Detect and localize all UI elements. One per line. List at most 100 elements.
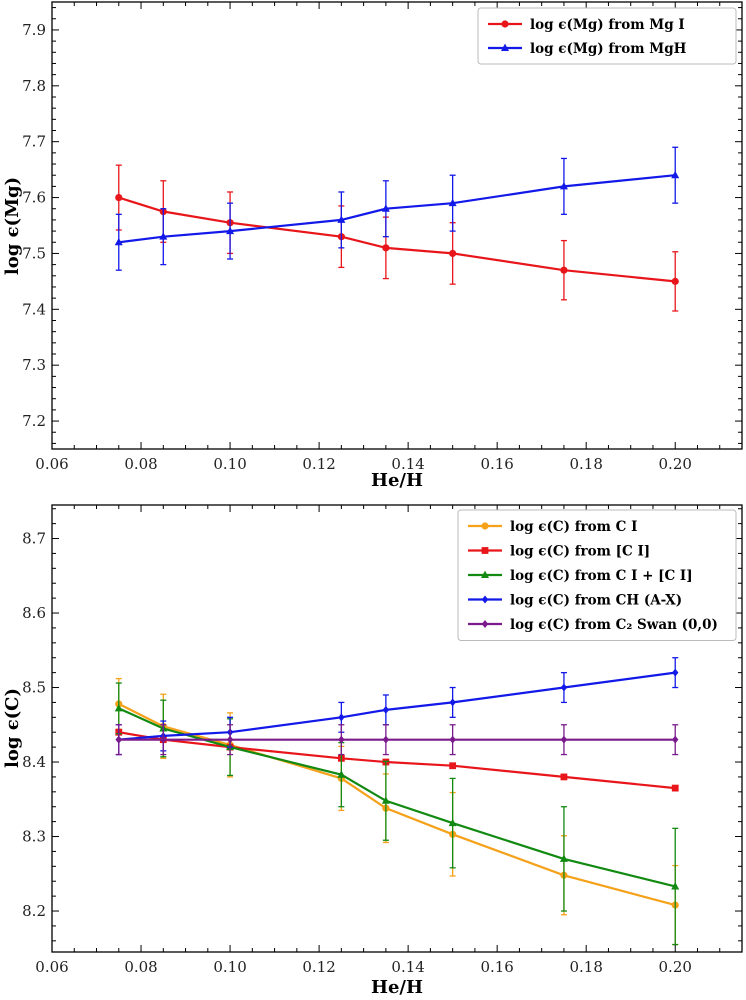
x-tick-label: 0.10 [213, 958, 246, 976]
data-point [671, 882, 680, 890]
legend-label: log ϵ(C) from [C I] [510, 544, 650, 560]
panel-mg: 0.06 0.08 0.10 0.12 0.14 0.16 0.18 0.20 7.2 7.3 7.… [2, 1, 743, 491]
legend-item: log ϵ(C) from [C I] [468, 544, 650, 560]
x-tick-label: 0.06 [35, 958, 68, 976]
data-point [671, 277, 679, 285]
y-tick-label: 7.5 [22, 244, 46, 262]
y-tick-label: 8.3 [22, 828, 46, 846]
y-tick-label: 8.6 [22, 604, 46, 622]
series-line [118, 671, 676, 741]
legend-item: log ϵ(C) from C I [468, 519, 637, 535]
legend-label: log ϵ(Mg) from Mg I [530, 17, 685, 33]
y-tick-label: 7.9 [22, 21, 46, 39]
data-point [560, 773, 568, 781]
data-point [449, 698, 456, 707]
legend-marker [501, 43, 509, 51]
y-tick-label: 7.6 [22, 189, 46, 207]
data-point [560, 735, 568, 744]
x-tick-label: 0.20 [659, 455, 692, 473]
legend-box [457, 509, 737, 641]
y-axis-label: log ϵ(Mg) [2, 177, 23, 275]
y-tick-label: 7.4 [22, 300, 46, 318]
data-point [382, 705, 390, 714]
data-point [448, 818, 457, 827]
x-tick-label: 0.16 [480, 958, 513, 976]
legend-marker [481, 522, 489, 530]
data-point [559, 854, 568, 862]
data-point [159, 232, 168, 240]
legend-item: log ϵ(C) from CH (A-X) [468, 593, 682, 609]
series-1 [115, 164, 679, 312]
data-point [114, 703, 123, 712]
series-line [118, 707, 676, 888]
data-point [115, 193, 123, 202]
panel-c: 0.06 0.08 0.10 0.12 0.14 0.16 0.18 0.20 8.2 8.3 8.… [2, 504, 743, 998]
data-point [671, 784, 679, 792]
x-axis-label: He/H [371, 470, 423, 491]
series-line [118, 174, 676, 244]
data-point [337, 215, 346, 223]
data-point [381, 796, 390, 804]
legend-label: log ϵ(C) from C I [510, 519, 637, 535]
legend-box [477, 7, 737, 65]
data-point [160, 735, 167, 744]
legend-marker [481, 547, 489, 554]
series-3 [114, 682, 680, 946]
data-point [114, 237, 123, 246]
data-point [559, 181, 568, 190]
data-point [337, 770, 346, 778]
legend-label: log ϵ(C) from C₂ Swan (0,0) [510, 617, 718, 633]
data-point [115, 735, 122, 744]
data-point [448, 198, 457, 207]
y-tick-label: 8.2 [22, 902, 46, 920]
x-tick-label: 0.16 [480, 455, 513, 473]
x-tick-label: 0.18 [569, 455, 602, 473]
data-point [672, 668, 679, 677]
data-point [560, 683, 568, 692]
data-point [560, 266, 568, 274]
data-point [382, 735, 390, 744]
legend: log ϵ(C) from C I log ϵ(C) from [C I] log … [457, 509, 737, 641]
data-point [226, 735, 234, 744]
data-point [381, 204, 390, 212]
data-point [338, 713, 345, 722]
data-point [382, 244, 390, 252]
legend-item: log ϵ(C) from C I + [C I] [468, 568, 693, 584]
legend-marker [501, 20, 509, 28]
y-tick-label: 8.7 [22, 530, 46, 548]
data-point [672, 735, 679, 744]
series-line [118, 196, 676, 283]
plot-frame [51, 1, 743, 450]
y-tick-label: 7.7 [22, 133, 46, 151]
x-tick-label: 0.08 [124, 958, 157, 976]
x-tick-label: 0.10 [213, 455, 246, 473]
legend-label: log ϵ(C) from C I + [C I] [510, 568, 693, 584]
legend-item: log ϵ(C) from C₂ Swan (0,0) [468, 617, 718, 633]
series-5 [115, 724, 679, 756]
legend-item: log ϵ(Mg) from MgH [488, 41, 687, 57]
data-point [449, 249, 457, 258]
legend: log ϵ(Mg) from Mg I log ϵ(Mg) from MgH [477, 7, 737, 65]
plot-frame [51, 504, 743, 953]
x-axis-label: He/H [371, 977, 423, 998]
y-tick-label: 7.2 [22, 412, 46, 430]
y-tick-label: 7.3 [22, 356, 46, 374]
data-point [226, 226, 235, 235]
series-2 [114, 146, 680, 271]
x-tick-label: 0.12 [302, 455, 335, 473]
data-point [449, 762, 457, 770]
legend-marker [481, 570, 489, 578]
y-tick-label: 8.5 [22, 679, 46, 697]
y-axis-label: log ϵ(C) [2, 688, 23, 768]
legend-label: log ϵ(Mg) from MgH [530, 41, 687, 57]
x-tick-label: 0.14 [391, 958, 424, 976]
legend-item: log ϵ(Mg) from Mg I [488, 17, 685, 33]
data-point [449, 735, 456, 744]
data-point [671, 170, 680, 179]
y-tick-label: 8.4 [22, 753, 46, 771]
x-tick-label: 0.08 [124, 455, 157, 473]
legend-marker [481, 620, 489, 628]
x-tick-label: 0.14 [391, 455, 424, 473]
legend-marker [481, 595, 489, 604]
series-line [118, 702, 676, 907]
